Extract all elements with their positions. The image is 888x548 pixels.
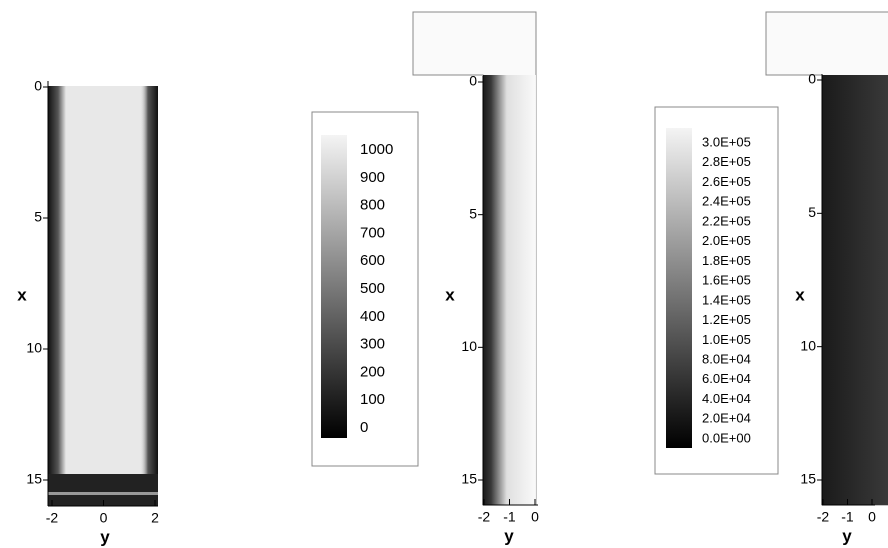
legend-label: 6.0E+04 bbox=[702, 371, 751, 386]
y-tick-label: 10 bbox=[26, 340, 42, 356]
x-tick-label: 2 bbox=[151, 510, 159, 526]
y-tick-label: 15 bbox=[26, 471, 42, 487]
legend-label: 1.2E+05 bbox=[702, 312, 751, 327]
colorbar bbox=[321, 135, 347, 438]
photo-edge bbox=[48, 86, 88, 476]
x-tick-label: 0 bbox=[100, 510, 108, 526]
legend-label: 2.4E+05 bbox=[702, 194, 751, 209]
y-tick-label: 0 bbox=[469, 73, 477, 89]
legend-label: 200 bbox=[360, 363, 385, 380]
legend-label: 800 bbox=[360, 197, 385, 214]
legend-label: 400 bbox=[360, 308, 385, 325]
legend-label: 600 bbox=[360, 252, 385, 269]
x-tick-label: -2 bbox=[46, 510, 59, 526]
x-tick-label: -2 bbox=[478, 509, 491, 525]
legend-label: 2.6E+05 bbox=[702, 174, 751, 189]
x-tick-label: -2 bbox=[817, 509, 830, 525]
y-tick-label: 5 bbox=[34, 209, 42, 225]
legend-label: 0.0E+00 bbox=[702, 430, 751, 445]
x-tick-label: 0 bbox=[868, 509, 876, 525]
y-tick-label: 10 bbox=[461, 338, 477, 354]
legend-label: 900 bbox=[360, 169, 385, 186]
legend-label: 1.0E+05 bbox=[702, 332, 751, 347]
y-tick-label: 15 bbox=[800, 471, 816, 487]
legend-label: 500 bbox=[360, 280, 385, 297]
photo-panel bbox=[48, 86, 158, 506]
legend-label: 300 bbox=[360, 336, 385, 353]
contour-field bbox=[822, 75, 888, 505]
legend-label: 1.4E+05 bbox=[702, 292, 751, 307]
y-tick-label: 15 bbox=[461, 471, 477, 487]
legend-label: 1.8E+05 bbox=[702, 253, 751, 268]
legend-label: 4.0E+04 bbox=[702, 391, 751, 406]
y-tick-label: 5 bbox=[469, 205, 477, 221]
legend-label: 2.0E+04 bbox=[702, 411, 751, 426]
contour-field bbox=[483, 75, 536, 505]
x-tick-label: -1 bbox=[503, 509, 516, 525]
x-axis-label: y bbox=[842, 526, 852, 545]
legend-label: 8.0E+04 bbox=[702, 352, 751, 367]
legend-label: 700 bbox=[360, 224, 385, 241]
x-tick-label: 0 bbox=[531, 509, 539, 525]
x-axis-label: y bbox=[100, 527, 110, 546]
y-tick-label: 10 bbox=[800, 337, 816, 353]
photo-edge bbox=[118, 86, 158, 476]
colorbar bbox=[666, 128, 692, 448]
y-tick-label: 0 bbox=[34, 78, 42, 94]
y-axis-label: x bbox=[17, 285, 27, 304]
y-tick-label: 0 bbox=[808, 71, 816, 87]
legend-label: 2.2E+05 bbox=[702, 213, 751, 228]
legend-label: 100 bbox=[360, 391, 385, 408]
y-axis-label: x bbox=[795, 285, 805, 304]
x-axis-label: y bbox=[504, 526, 514, 545]
legend-label: 2.0E+05 bbox=[702, 233, 751, 248]
photo-base-line bbox=[48, 492, 158, 495]
figure: 051015-202yx051015-2-10yx100090080070060… bbox=[0, 0, 888, 548]
legend-label: 1000 bbox=[360, 141, 393, 158]
legend-label: 1.6E+05 bbox=[702, 273, 751, 288]
x-tick-label: -1 bbox=[841, 509, 854, 525]
legend-label: 2.8E+05 bbox=[702, 154, 751, 169]
y-axis-label: x bbox=[445, 285, 455, 304]
legend-label: 0 bbox=[360, 419, 368, 436]
y-tick-label: 5 bbox=[808, 204, 816, 220]
legend-label: 3.0E+05 bbox=[702, 134, 751, 149]
